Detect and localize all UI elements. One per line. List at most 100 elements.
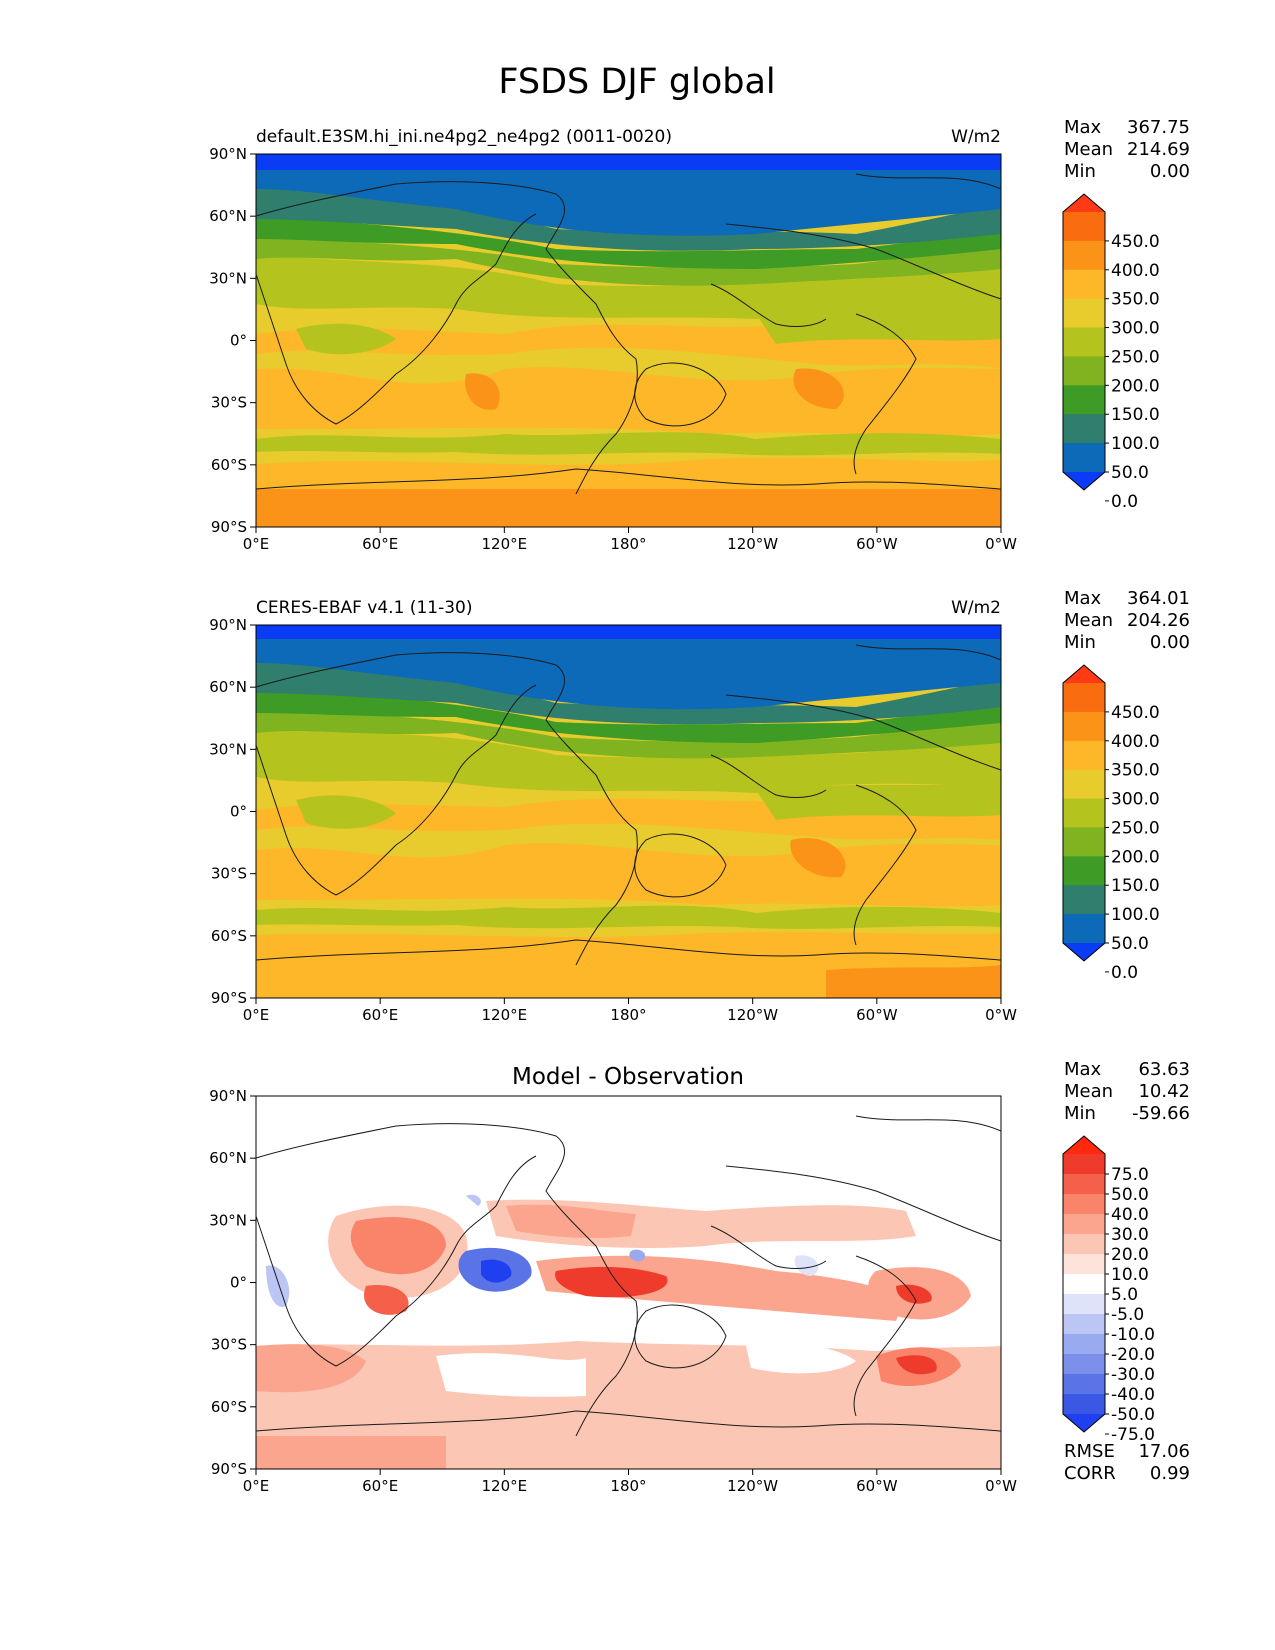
lon-tick-label: 0°E (243, 535, 270, 553)
colorbar-extend-min (1063, 472, 1105, 490)
colorbar-segment (1063, 1274, 1105, 1295)
stat-label: Min (1064, 161, 1096, 182)
colorbar-label: 200.0 (1111, 847, 1160, 867)
colorbar-label: 0.0 (1111, 963, 1138, 983)
lon-tick-label: 180° (610, 1477, 646, 1495)
lat-tick-label: 30°N (209, 269, 247, 287)
lat-tick-label: 90°S (211, 989, 247, 1007)
lon-tick-label: 0°W (985, 535, 1017, 553)
colorbar-segment (1063, 443, 1105, 473)
lon-tick-label: 60°E (362, 1006, 398, 1024)
colorbar-label: 50.0 (1111, 463, 1149, 483)
colorbar-label: 10.0 (1111, 1265, 1149, 1285)
colorbar: 450.0 400.0 350.0 300.0 250.0 200.0 150.0 100.0… (1062, 193, 1160, 512)
generated-layer: 90°N60°N30°N0°30°S60°S90°S0°E 60°E 120°E 18… (209, 117, 1190, 1495)
colorbar-segment (1063, 385, 1105, 415)
colorbar-label: 0.0 (1111, 492, 1138, 512)
colorbar-segment (1063, 885, 1105, 915)
stat-label: Mean (1064, 610, 1113, 631)
panel-title-left: CERES-EBAF v4.1 (11-30) (256, 598, 472, 618)
lat-tick-label: 30°S (211, 394, 247, 412)
colorbar-segment (1063, 856, 1105, 886)
colorbar-label: 450.0 (1111, 703, 1160, 723)
lon-tick-label: 0°E (243, 1477, 270, 1495)
lat-tick-label: 0° (230, 1274, 247, 1292)
colorbar-extend-max (1063, 1136, 1105, 1154)
colorbar-segment (1063, 711, 1105, 742)
figure-title: FSDS DJF global (498, 62, 775, 102)
colorbar-label: 300.0 (1111, 319, 1160, 339)
colorbar-label: -40.0 (1111, 1385, 1155, 1405)
colorbar-label: 400.0 (1111, 261, 1160, 281)
metric-label: CORR (1064, 1463, 1116, 1484)
coastlines (255, 644, 1002, 966)
colorbar-segment (1063, 1354, 1105, 1375)
lon-tick-label: 60°E (362, 1477, 398, 1495)
lon-tick-label: 0°E (243, 1006, 270, 1024)
stat-label: Max (1064, 117, 1102, 138)
panel-annotations-obs: 90°N 60°N 30°N 0° 30°S 60°S 90°S0°E 60°E 120°E 18… (209, 588, 1190, 1024)
lat-tick-label: 90°N (209, 616, 247, 634)
colorbar-label: 300.0 (1111, 790, 1160, 810)
stat-value: 364.01 (1127, 588, 1190, 609)
lat-tick-label: 0° (230, 803, 247, 821)
panel-annotations-model: 90°N 60°N 30°N 0° 30°S 60°S 90°S0°E 60°E 120°E 18… (209, 117, 1190, 553)
stat-label: Mean (1064, 139, 1113, 160)
panel-annotations-diff: 90°N 60°N 30°N 0° 30°S 60°S 90°S0°E 60°E 120°E 18… (209, 1059, 1190, 1495)
lat-tick-label: 30°N (209, 1211, 247, 1229)
colorbar-label: 40.0 (1111, 1205, 1149, 1225)
colorbar-label: 250.0 (1111, 818, 1160, 838)
stat-value: 63.63 (1138, 1059, 1190, 1080)
coastlines (255, 173, 1002, 495)
colorbar-label: 400.0 (1111, 732, 1160, 752)
colorbar-segment (1063, 269, 1105, 300)
colorbar-segment (1063, 1314, 1105, 1335)
colorbar-segment (1063, 356, 1105, 386)
stat-value: 0.00 (1150, 161, 1190, 182)
colorbar-segment (1063, 298, 1105, 329)
colorbar-label: 5.0 (1111, 1285, 1138, 1305)
colorbar-label: 30.0 (1111, 1225, 1149, 1245)
metric-value: 0.99 (1150, 1463, 1190, 1484)
lat-tick-label: 60°N (209, 207, 247, 225)
map-field (256, 625, 1001, 998)
map-field (256, 1096, 1001, 1469)
panel-units: W/m2 (951, 127, 1001, 147)
stat-value: 367.75 (1127, 117, 1190, 138)
lon-tick-label: 120°W (727, 1006, 778, 1024)
colorbar-label: -50.0 (1111, 1405, 1155, 1425)
lat-tick-label: 60°S (211, 456, 247, 474)
colorbar-segment (1063, 1374, 1105, 1395)
colorbar-segment (1063, 212, 1105, 242)
lat-tick-label: 60°S (211, 1398, 247, 1416)
stat-label: Mean (1064, 1081, 1113, 1102)
colorbar-label: 450.0 (1111, 232, 1160, 252)
lat-tick-label: 30°S (211, 865, 247, 883)
lon-tick-label: 0°W (985, 1477, 1017, 1495)
colorbar-label: 20.0 (1111, 1245, 1149, 1265)
stat-label: Max (1064, 588, 1102, 609)
colorbar-label: -10.0 (1111, 1325, 1155, 1345)
colorbar-segment (1063, 240, 1105, 271)
panel-obs: CERES-EBAF v4.1 (11-30) W/m2 (255, 598, 1002, 999)
metric-value: 17.06 (1138, 1441, 1190, 1462)
lon-tick-label: 180° (610, 535, 646, 553)
metric-label: RMSE (1064, 1441, 1115, 1462)
stat-value: 214.69 (1127, 139, 1190, 160)
colorbar-label: 50.0 (1111, 1185, 1149, 1205)
lon-tick-label: 60°E (362, 535, 398, 553)
panel-title-left: default.E3SM.hi_ini.ne4pg2_ne4pg2 (0011-… (256, 127, 672, 147)
lon-tick-label: 60°W (856, 1477, 898, 1495)
colorbar-segment (1063, 1254, 1105, 1275)
lon-tick-label: 120°E (482, 1477, 528, 1495)
lon-tick-label: 120°E (482, 535, 528, 553)
colorbar-label: 200.0 (1111, 376, 1160, 396)
colorbar-segment (1063, 683, 1105, 713)
colorbar: 75.050.040.030.020.010.05.0-5.0-10.0-20.… (1062, 1135, 1155, 1445)
colorbar-segment (1063, 1154, 1105, 1175)
colorbar-label: 150.0 (1111, 405, 1160, 425)
colorbar-segment (1063, 740, 1105, 771)
colorbar-segment (1063, 1394, 1105, 1415)
colorbar-segment (1063, 414, 1105, 444)
